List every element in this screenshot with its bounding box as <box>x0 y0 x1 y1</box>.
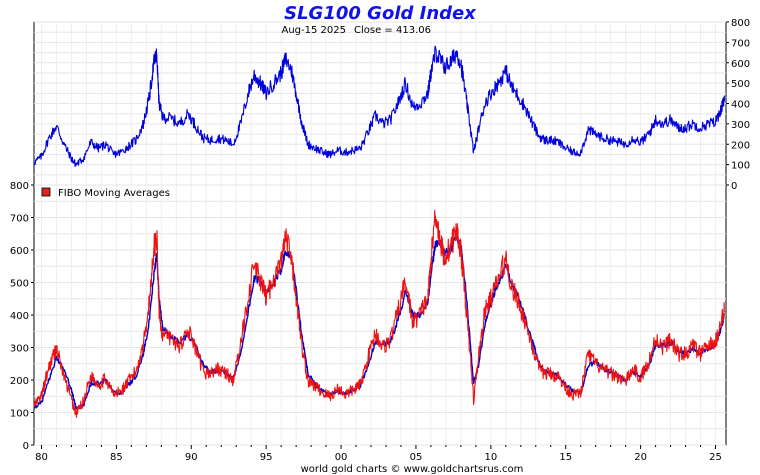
x-tick-label: 85 <box>110 452 123 463</box>
x-tick-label: 25 <box>709 452 722 463</box>
y-tick-label: 300 <box>10 344 29 355</box>
y-tick-label: 500 <box>731 79 750 90</box>
subtitle-date: Aug-15 2025 <box>282 25 347 36</box>
legend-label: FIBO Moving Averages <box>58 188 170 199</box>
x-tick-label: 95 <box>260 452 273 463</box>
footer-credit: world gold charts © www.goldchartsrus.co… <box>301 464 524 475</box>
series-line <box>33 233 726 410</box>
y-tick-label: 700 <box>731 38 750 49</box>
y-tick-label: 200 <box>731 140 750 151</box>
y-tick-label: 600 <box>731 59 750 70</box>
bottom-grid <box>34 184 726 446</box>
x-tick-label: 05 <box>410 452 423 463</box>
x-tick-label: 20 <box>634 452 647 463</box>
y-tick-label: 200 <box>10 376 29 387</box>
y-tick-label: 0 <box>23 441 29 452</box>
chart-title: SLG100 Gold Index <box>284 3 477 24</box>
y-tick-label: 300 <box>731 120 750 131</box>
series-line <box>33 45 726 167</box>
y-tick-label: 100 <box>10 409 29 420</box>
bottom-y-axis-ticks: 0 100 200 300 400 500 600 700 800 <box>10 181 34 452</box>
x-axis-ticks: 80 85 90 95 00 05 10 15 20 25 <box>35 445 722 463</box>
legend: FIBO Moving Averages <box>41 187 170 199</box>
y-tick-label: 600 <box>10 246 29 257</box>
bottom-series-group <box>33 209 726 418</box>
x-tick-label: 80 <box>35 452 48 463</box>
y-tick-label: 800 <box>10 181 29 192</box>
y-tick-label: 0 <box>731 181 737 192</box>
y-tick-label: 400 <box>731 100 750 111</box>
top-series-group <box>33 45 726 167</box>
y-tick-label: 500 <box>10 279 29 290</box>
x-tick-label: 90 <box>185 452 198 463</box>
y-tick-label: 700 <box>10 214 29 225</box>
legend-swatch <box>41 187 51 197</box>
top-panel: 0 100 200 300 400 500 600 700 800 <box>33 18 750 192</box>
series-line <box>33 209 726 418</box>
y-tick-label: 400 <box>10 311 29 322</box>
x-tick-label: 10 <box>484 452 497 463</box>
subtitle-close: Close = 413.06 <box>354 25 431 36</box>
bottom-panel: 0 100 200 300 400 500 600 700 800 80 85 90 95 00 05 10… <box>10 181 727 463</box>
y-tick-label: 800 <box>731 18 750 29</box>
x-tick-label: 00 <box>335 452 348 463</box>
y-tick-label: 100 <box>731 161 750 172</box>
top-grid <box>34 21 726 186</box>
top-y-axis-ticks: 0 100 200 300 400 500 600 700 800 <box>726 18 750 192</box>
x-tick-label: 15 <box>559 452 572 463</box>
